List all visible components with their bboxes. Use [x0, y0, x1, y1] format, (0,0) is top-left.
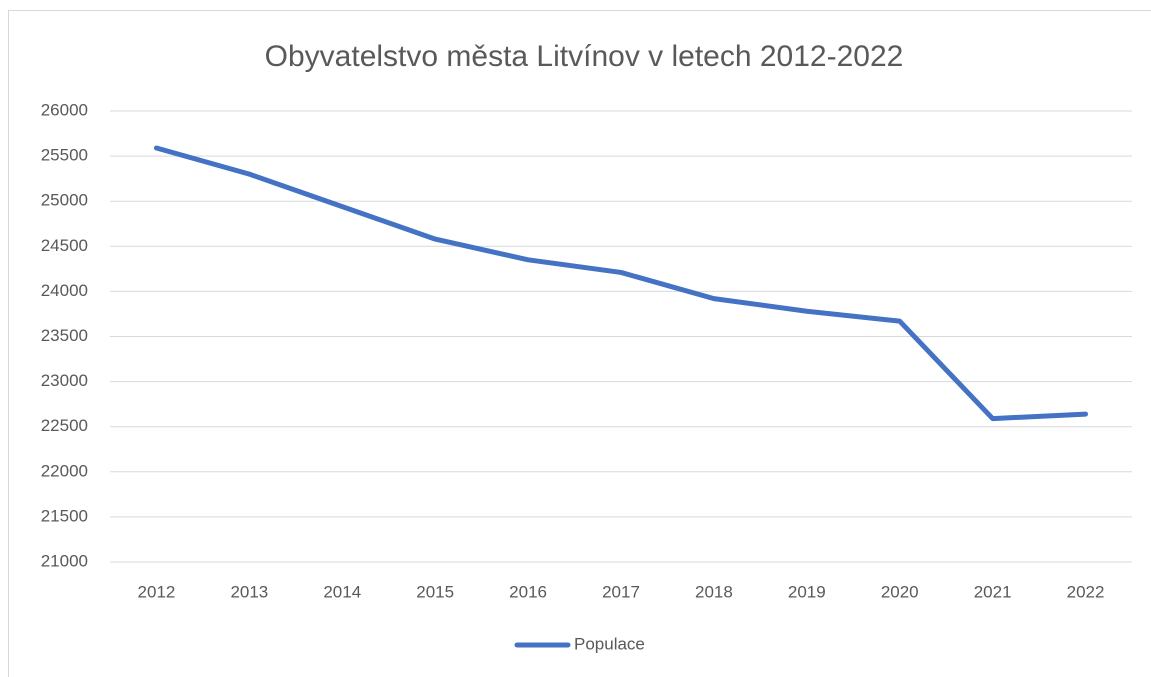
x-tick-label: 2015 [416, 582, 454, 601]
x-tick-label: 2017 [602, 582, 640, 601]
x-tick-label: 2014 [323, 582, 361, 601]
y-tick-label: 25000 [41, 191, 88, 210]
y-tick-label: 24500 [41, 236, 88, 255]
y-tick-label: 23000 [41, 371, 88, 390]
y-tick-label: 25500 [41, 146, 88, 165]
x-tick-label: 2021 [974, 582, 1012, 601]
x-tick-label: 2012 [138, 582, 176, 601]
line-series [153, 145, 1089, 422]
y-tick-label: 23500 [41, 326, 88, 345]
y-tick-label: 21500 [41, 506, 88, 525]
x-tick-label: 2019 [788, 582, 826, 601]
legend-label: Populace [574, 634, 645, 653]
chart-title: Obyvatelstvo města Litvínov v letech 201… [265, 40, 904, 73]
y-tick-label: 26000 [41, 100, 88, 119]
x-tick-label: 2022 [1067, 582, 1105, 601]
y-tick-label: 21000 [41, 551, 88, 570]
x-tick-label: 2013 [230, 582, 268, 601]
y-tick-label: 24000 [41, 281, 88, 300]
x-tick-label: 2020 [881, 582, 919, 601]
chart-frame [8, 10, 1151, 677]
y-tick-label: 22000 [41, 461, 88, 480]
x-tick-label: 2016 [509, 582, 547, 601]
x-tick-label: 2018 [695, 582, 733, 601]
y-tick-label: 22500 [41, 416, 88, 435]
